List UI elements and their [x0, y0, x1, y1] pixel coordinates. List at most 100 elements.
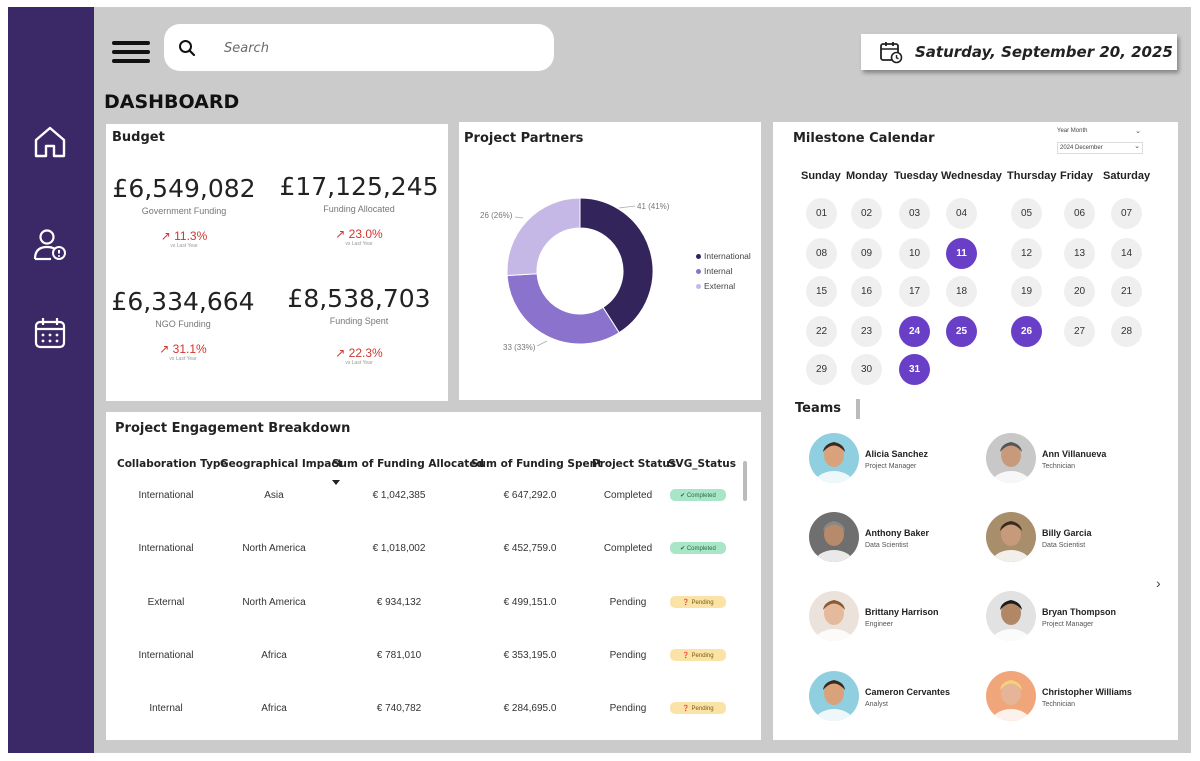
calendar-day[interactable]: 15: [806, 276, 837, 307]
calendar-day[interactable]: 24: [899, 316, 930, 347]
calendar-day[interactable]: 16: [851, 276, 882, 307]
calendar-day[interactable]: 22: [806, 316, 837, 347]
home-icon[interactable]: [30, 122, 70, 162]
team-member-card[interactable]: Ann Villanueva Technician: [986, 433, 1176, 485]
team-member-card[interactable]: Bryan Thompson Project Manager: [986, 591, 1176, 643]
calendar-day[interactable]: 20: [1064, 276, 1095, 307]
kpi-label: Government Funding: [141, 206, 227, 216]
calendar-day[interactable]: 23: [851, 316, 882, 347]
search-icon: [179, 40, 196, 57]
calendar-day[interactable]: 06: [1064, 198, 1095, 229]
team-member-card[interactable]: Christopher Williams Technician: [986, 671, 1176, 723]
calendar-day[interactable]: 11: [946, 238, 977, 269]
search-input[interactable]: [224, 36, 524, 60]
calendar-day[interactable]: 28: [1111, 316, 1142, 347]
member-role: Analyst: [865, 701, 888, 708]
team-member-card[interactable]: Alicia Sanchez Project Manager: [809, 433, 999, 485]
calendar-day[interactable]: 21: [1111, 276, 1142, 307]
dayname-friday: Friday: [1060, 170, 1094, 182]
team-member-card[interactable]: Cameron Cervantes Analyst: [809, 671, 999, 723]
calendar-day[interactable]: 07: [1111, 198, 1142, 229]
avatar: [809, 433, 859, 483]
calendar-day[interactable]: 13: [1064, 238, 1095, 269]
sort-desc-icon[interactable]: [332, 472, 340, 485]
engagement-table-panel: Project Engagement Breakdown Collaborati…: [106, 412, 761, 740]
table-scrollbar[interactable]: [743, 461, 747, 501]
cell-status: Pending: [609, 703, 647, 714]
legend-internal: Internal: [696, 266, 732, 276]
project-partners-panel: Project Partners 41 (41%) 33 (33%) 26 (26%…: [459, 122, 761, 400]
team-member-card[interactable]: Billy Garcia Data Scientist: [986, 512, 1176, 564]
hamburger-menu-icon[interactable]: [112, 41, 152, 71]
legend-swatch: [696, 283, 701, 289]
kpi-value: £17,125,245: [279, 172, 439, 201]
kpi-government-funding: £6,549,082 Government Funding ↗ 11.3% vs…: [99, 174, 269, 249]
col-project-status[interactable]: Project Status: [592, 458, 677, 470]
kpi-sub: vs Last Year: [345, 241, 373, 247]
calendar-day[interactable]: 01: [806, 198, 837, 229]
member-role: Technician: [1042, 701, 1076, 708]
calendar-day[interactable]: 18: [946, 276, 977, 307]
kpi-change: ↗ 11.3%: [160, 229, 208, 243]
cell-allocated: € 781,010: [376, 650, 422, 661]
avatar: [809, 591, 859, 641]
milestone-calendar-panel: Milestone Calendar Year Month ⌄ 2024 Dec…: [773, 122, 1178, 740]
calendar-icon[interactable]: [30, 313, 70, 353]
team-member-card[interactable]: Anthony Baker Data Scientist: [809, 512, 999, 564]
dashboard-canvas: Saturday, September 20, 2025 DASHBOARD B…: [8, 7, 1191, 753]
calendar-day[interactable]: 30: [851, 354, 882, 385]
calendar-day[interactable]: 04: [946, 198, 977, 229]
kpi-ngo-funding: £6,334,664 NGO Funding ↗ 31.1% vs Last Y…: [98, 287, 268, 362]
cell-spent: € 353,195.0: [503, 650, 557, 661]
calendar-day[interactable]: 19: [1011, 276, 1042, 307]
calendar-day[interactable]: 03: [899, 198, 930, 229]
calendar-day[interactable]: 26: [1011, 316, 1042, 347]
cell-geo: Africa: [261, 650, 287, 661]
chevron-right-icon[interactable]: ›: [1156, 575, 1161, 591]
calendar-day[interactable]: 08: [806, 238, 837, 269]
calendar-day[interactable]: 14: [1111, 238, 1142, 269]
donut-data-label: 26 (26%): [480, 211, 513, 220]
col-collaboration-type[interactable]: Collaboration Type: [117, 458, 228, 470]
avatar: [809, 671, 859, 721]
donut-slice-internal[interactable]: [506, 273, 620, 345]
user-info-icon[interactable]: [30, 225, 70, 265]
teams-divider: [856, 399, 860, 419]
search-box[interactable]: [164, 24, 554, 71]
slicer-label: Year Month: [1057, 128, 1088, 134]
calendar-day[interactable]: 02: [851, 198, 882, 229]
avatar: [986, 433, 1036, 483]
calendar-day[interactable]: 25: [946, 316, 977, 347]
col-funding-spent[interactable]: Sum of Funding Spent: [471, 458, 603, 470]
cell-status: Completed: [603, 490, 653, 501]
calendar-day[interactable]: 27: [1064, 316, 1095, 347]
cell-spent: € 499,151.0: [503, 597, 557, 608]
kpi-change: ↗ 23.0%: [335, 227, 383, 241]
cell-geo: Asia: [264, 490, 284, 501]
cell-spent: € 647,292.0: [503, 490, 557, 501]
team-member-card[interactable]: Brittany Harrison Engineer: [809, 591, 999, 643]
calendar-day[interactable]: 05: [1011, 198, 1042, 229]
cell-allocated: € 1,042,385: [372, 490, 426, 501]
col-geographical-impact[interactable]: Geographical Impact: [220, 458, 343, 470]
legend-label: Internal: [704, 266, 733, 276]
col-svg-status[interactable]: SVG_Status: [668, 458, 736, 470]
cell-type: International: [138, 650, 194, 661]
calendar-day[interactable]: 29: [806, 354, 837, 385]
year-month-dropdown[interactable]: 2024 December ⌄: [1057, 142, 1143, 154]
member-name: Christopher Williams: [1042, 687, 1132, 697]
col-funding-allocated[interactable]: Sum of Funding Allocated: [332, 458, 484, 470]
dayname-saturday: Saturday: [1103, 170, 1151, 182]
kpi-label: Funding Spent: [329, 316, 389, 326]
member-name: Billy Garcia: [1042, 528, 1092, 538]
cell-type: Internal: [149, 703, 183, 714]
calendar-day[interactable]: 12: [1011, 238, 1042, 269]
donut-slice-international[interactable]: [579, 197, 654, 334]
calendar-day[interactable]: 09: [851, 238, 882, 269]
chevron-down-icon: ⌄: [1135, 128, 1141, 135]
donut-data-label: 41 (41%): [637, 202, 670, 211]
calendar-day[interactable]: 31: [899, 354, 930, 385]
calendar-day[interactable]: 10: [899, 238, 930, 269]
donut-slice-external[interactable]: [506, 197, 581, 277]
calendar-day[interactable]: 17: [899, 276, 930, 307]
